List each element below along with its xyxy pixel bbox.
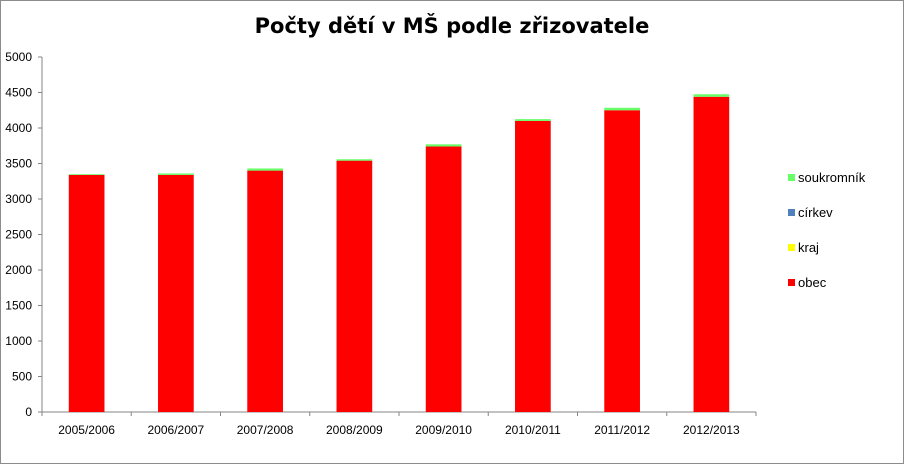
bar-soukromník: [247, 168, 283, 171]
bar-obec: [604, 110, 640, 412]
y-tick-label: 2500: [5, 228, 32, 242]
legend-label-obec: obec: [798, 275, 827, 290]
x-tick-label: 2006/2007: [148, 423, 205, 437]
bar-soukromník: [158, 173, 194, 175]
bar-soukromník: [68, 174, 105, 175]
x-tick-label: 2005/2006: [58, 423, 115, 437]
y-tick-label: 4000: [5, 121, 32, 135]
legend-label-kraj: kraj: [798, 240, 819, 255]
legend-label-soukromnik: soukromník: [798, 170, 866, 185]
bar-soukromník: [604, 107, 640, 111]
legend-swatch-kraj: [788, 244, 795, 251]
bar-obec: [425, 146, 462, 412]
bar-soukromník: [425, 144, 462, 147]
chart-title: Počty dětí v MŠ podle zřizovatele: [254, 14, 650, 38]
bar-obec: [336, 160, 373, 412]
y-tick-label: 1000: [5, 334, 32, 348]
legend-swatch-soukromnik: [788, 174, 795, 181]
y-tick-label: 3500: [5, 157, 32, 171]
bar-soukromník: [336, 159, 373, 161]
x-tick-label: 2007/2008: [237, 423, 294, 437]
y-tick-label: 4500: [5, 86, 32, 100]
bar-soukromník: [515, 119, 551, 121]
legend-swatch-cirkev: [788, 209, 795, 216]
bar-obec: [693, 96, 730, 412]
bar-soukromník: [693, 94, 730, 97]
x-tick-label: 2010/2011: [505, 423, 561, 437]
x-tick-label: 2011/2012: [594, 423, 650, 437]
bar-obec: [158, 174, 194, 412]
x-tick-label: 2009/2010: [415, 423, 472, 437]
bar-obec: [515, 120, 551, 413]
legend-swatch-obec: [788, 279, 795, 286]
x-tick-label: 2012/2013: [683, 423, 740, 437]
bar-obec: [247, 170, 283, 412]
y-tick-label: 0: [25, 405, 32, 419]
y-tick-label: 5000: [5, 50, 32, 64]
y-tick-label: 500: [12, 370, 32, 384]
y-tick-label: 2000: [5, 263, 32, 277]
y-tick-label: 1500: [5, 299, 32, 313]
x-tick-label: 2008/2009: [326, 423, 383, 437]
bar-obec: [68, 174, 105, 412]
y-tick-label: 3000: [5, 192, 32, 206]
legend-label-cirkev: církev: [798, 205, 833, 220]
